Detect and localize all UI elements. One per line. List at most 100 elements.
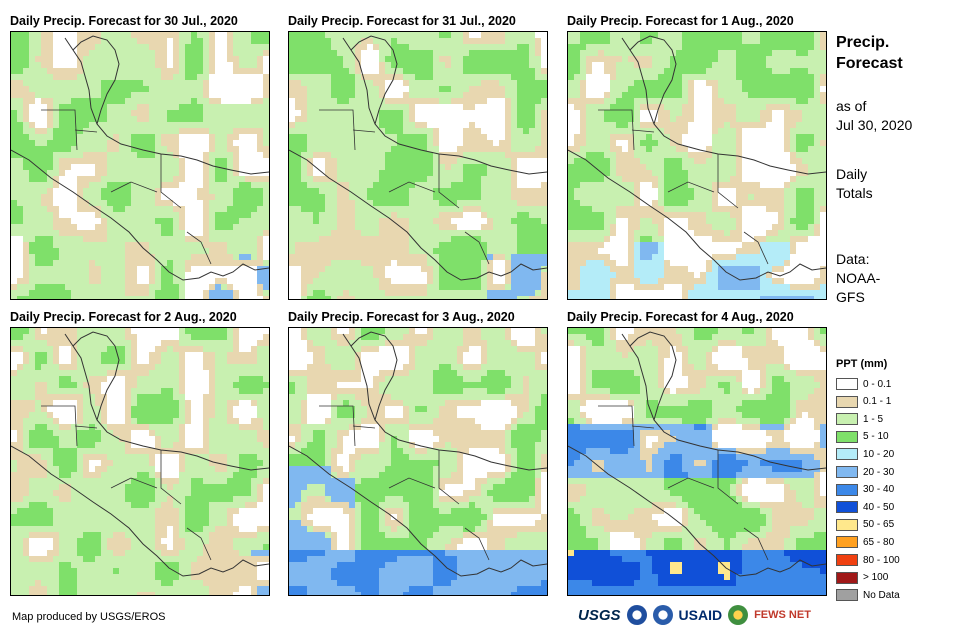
panel-title: Daily Precip. Forecast for 30 Jul., 2020 [10, 14, 238, 28]
precip-map [567, 327, 827, 596]
legend-label: 5 - 10 [863, 431, 889, 443]
precip-map [567, 31, 827, 300]
coastline-path [621, 333, 826, 471]
legend-label: 10 - 20 [863, 448, 895, 460]
coastline-path [342, 37, 547, 175]
fews-net-logo: FEWS NET [754, 609, 811, 621]
totals-line2: Totals [836, 185, 873, 201]
legend-swatch [836, 483, 858, 496]
legend-label: 80 - 100 [863, 554, 900, 566]
coastline-path [598, 109, 769, 265]
precip-raster [568, 328, 826, 595]
legend-label: No Data [863, 589, 900, 601]
legend-item: 65 - 80 [836, 534, 894, 550]
legend-item: 0.1 - 1 [836, 394, 891, 410]
usaid-logo: USAID [678, 607, 723, 623]
totals-line1: Daily [836, 166, 868, 182]
coastline-path [64, 37, 269, 175]
coastline-path [319, 109, 490, 265]
legend-swatch [836, 501, 858, 514]
legend-swatch [836, 395, 858, 408]
coastline-path [64, 333, 269, 471]
legend-swatch [836, 413, 858, 426]
legend-swatch [836, 554, 858, 566]
legend-item: 30 - 40 [836, 482, 894, 498]
legend-label: 40 - 50 [863, 501, 895, 513]
panel-title: Daily Precip. Forecast for 31 Jul., 2020 [288, 14, 516, 28]
coastline-path [11, 149, 269, 281]
legend-swatch [836, 589, 858, 602]
panel-title: Daily Precip. Forecast for 3 Aug., 2020 [288, 310, 515, 324]
legend-swatch [836, 448, 858, 461]
as-of-line2: Jul 30, 2020 [836, 117, 913, 133]
panel-title: Daily Precip. Forecast for 1 Aug., 2020 [567, 14, 794, 28]
precip-raster [289, 32, 547, 299]
legend-item: 80 - 100 [836, 552, 900, 568]
legend-title: PPT (mm) [836, 358, 888, 370]
coastline-path [319, 405, 490, 561]
legend-swatch [836, 518, 858, 531]
legend-label: 0.1 - 1 [863, 396, 892, 408]
legend-item: 0 - 0.1 [836, 376, 891, 392]
totals-text: Daily Totals [836, 165, 873, 203]
coastline-path [342, 333, 547, 471]
nasa-logo-icon [652, 605, 673, 625]
legend-item: No Data [836, 587, 900, 603]
precip-map [10, 31, 270, 300]
coastline-path [72, 331, 120, 421]
legend-item: > 100 [836, 570, 888, 586]
legend-swatch [836, 378, 858, 390]
logo-strip: USGS USAID FEWS NET [578, 600, 811, 630]
legend-item: 5 - 10 [836, 429, 889, 445]
legend-swatch [836, 430, 858, 443]
legend-swatch [836, 466, 858, 478]
coastline-path [72, 35, 120, 125]
legend-item: 1 - 5 [836, 411, 883, 427]
data-line3: GFS [836, 289, 865, 305]
legend-label: 30 - 40 [863, 484, 895, 496]
as-of-text: as of Jul 30, 2020 [836, 97, 912, 135]
side-title-line2: Forecast [836, 55, 903, 72]
data-source-text: Data: NOAA- GFS [836, 250, 880, 307]
legend-label: 0 - 0.1 [863, 378, 892, 390]
precip-raster [568, 32, 826, 299]
coastline-path [568, 445, 826, 577]
coastline-path [568, 149, 826, 281]
coastline-path [11, 445, 269, 577]
coastline-path [41, 405, 212, 561]
legend-swatch [836, 536, 858, 549]
coastline-path [598, 405, 769, 561]
as-of-line1: as of [836, 98, 867, 114]
side-title-line1: Precip. [836, 34, 890, 51]
coastline-path [350, 331, 398, 421]
legend-item: 40 - 50 [836, 499, 894, 515]
coastline-path [289, 149, 547, 281]
legend-item: 20 - 30 [836, 464, 894, 480]
noaa-logo-icon [626, 605, 647, 625]
legend-label: 1 - 5 [863, 413, 884, 425]
coastline-path [629, 331, 677, 421]
legend-label: 50 - 65 [863, 519, 895, 531]
legend-label: > 100 [863, 572, 889, 584]
coastline-path [621, 37, 826, 175]
coastline-path [629, 35, 677, 125]
coastline-path [41, 109, 212, 265]
precip-map [288, 31, 548, 300]
precip-map [288, 327, 548, 596]
usgs-logo: USGS [578, 606, 621, 624]
credit-text: Map produced by USGS/EROS [12, 611, 166, 623]
precip-raster [289, 328, 547, 595]
legend-item: 10 - 20 [836, 446, 894, 462]
data-line1: Data: [836, 251, 870, 267]
precip-map [10, 327, 270, 596]
legend-swatch [836, 571, 858, 584]
fews-logo-icon [728, 605, 749, 625]
panel-title: Daily Precip. Forecast for 2 Aug., 2020 [10, 310, 237, 324]
precip-raster [11, 328, 269, 595]
data-line2: NOAA- [836, 270, 881, 286]
coastline-path [350, 35, 398, 125]
side-title: Precip. Forecast [836, 32, 903, 74]
coastline-path [289, 445, 547, 577]
legend-label: 20 - 30 [863, 466, 895, 478]
panel-title: Daily Precip. Forecast for 4 Aug., 2020 [567, 310, 794, 324]
